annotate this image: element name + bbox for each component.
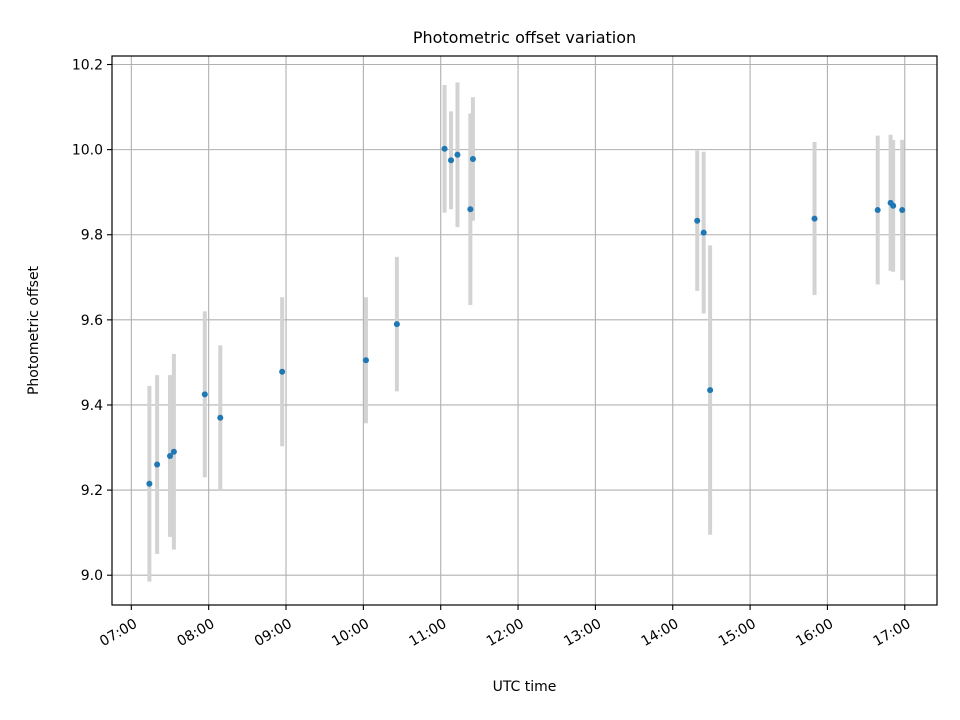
y-tick-label: 9.2: [81, 483, 103, 499]
data-point: [441, 145, 448, 152]
data-point: [469, 155, 476, 162]
data-point: [707, 387, 714, 394]
y-tick-label: 9.4: [81, 398, 103, 414]
chart-title: Photometric offset variation: [413, 28, 636, 47]
data-point: [454, 151, 461, 158]
data-point: [448, 157, 455, 164]
y-axis: 9.0 9.2 9.4 9.6 9.8 10.0 10.2: [72, 58, 112, 584]
data-point: [217, 414, 224, 421]
y-tick-label: 9.8: [81, 228, 103, 244]
y-tick-label: 9.6: [81, 313, 103, 329]
data-point: [362, 357, 369, 364]
data-point: [694, 217, 701, 224]
data-point: [167, 453, 174, 460]
data-point: [146, 480, 153, 487]
y-tick-label: 9.0: [81, 568, 103, 584]
data-point: [700, 229, 707, 236]
data-points: [146, 145, 906, 487]
y-axis-label: Photometric offset: [26, 265, 42, 395]
y-tick-label: 10.0: [72, 143, 103, 159]
data-point: [170, 448, 177, 455]
data-point: [393, 321, 400, 328]
x-axis-label: UTC time: [493, 679, 557, 695]
data-point: [154, 461, 161, 468]
data-point: [467, 206, 474, 213]
grid: [112, 56, 937, 605]
data-point: [874, 207, 881, 214]
data-point: [811, 215, 818, 222]
plot-frame: [111, 55, 938, 606]
y-tick-label: 10.2: [72, 58, 103, 74]
data-point: [279, 368, 286, 375]
data-point: [201, 391, 208, 398]
data-point: [899, 207, 906, 214]
data-point: [890, 202, 897, 209]
